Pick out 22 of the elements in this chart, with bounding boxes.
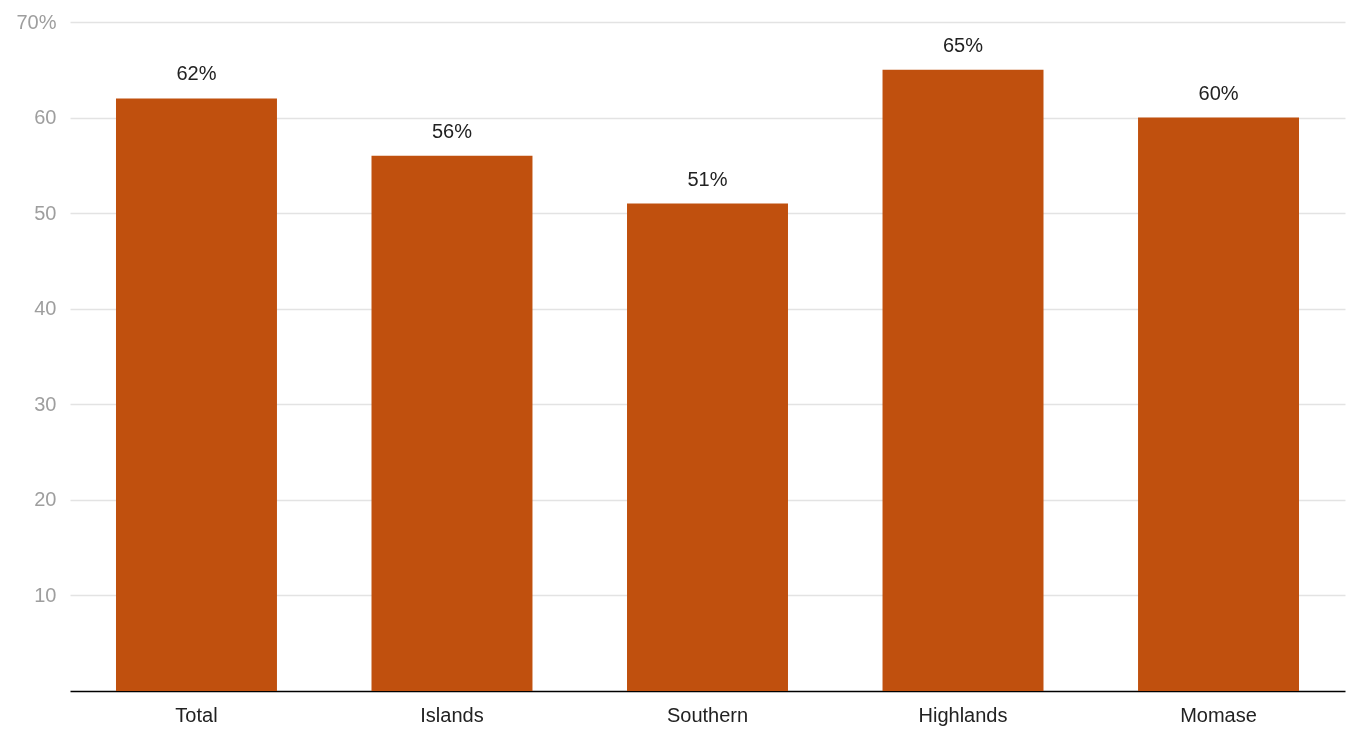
y-tick-label: 30 [34,392,57,415]
data-label: 60% [1198,81,1239,104]
y-tick-label: 40 [34,297,57,320]
x-tick-label: Highlands [918,703,1008,726]
y-tick-label: 50 [34,201,57,224]
data-label: 62% [176,62,217,85]
x-tick-label: Total [175,703,218,726]
y-tick-label: 10 [34,583,57,606]
y-tick-label: 20 [34,488,57,511]
y-tick-label: 70% [16,10,57,33]
data-label: 51% [687,167,728,190]
x-tick-label: Momase [1180,703,1257,726]
bar [371,155,533,691]
y-tick-label: 60 [34,106,57,129]
data-label: 56% [431,119,473,142]
bar [882,69,1044,691]
data-label: 65% [943,33,984,56]
bar [115,98,277,691]
x-tick-label: Southern [666,703,749,726]
bar [1138,117,1300,691]
bar [627,203,788,691]
x-tick-label: Islands [420,703,484,726]
